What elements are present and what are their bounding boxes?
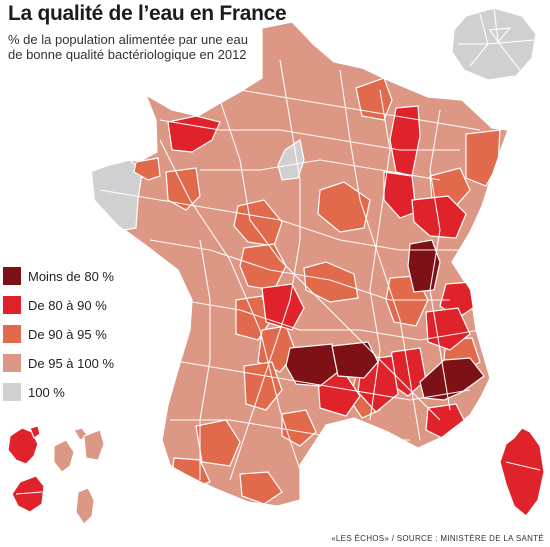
dept-puy-de-dome-area (303, 261, 359, 303)
map-subtitle: % de la population alimentée par une eau… (8, 32, 248, 62)
dept-haute-garonne (195, 419, 241, 467)
dept-marne-centre (317, 181, 371, 233)
legend-item: 100 % (3, 382, 114, 402)
department-borders (99, 59, 481, 481)
legend-item: De 95 à 100 % (3, 353, 114, 373)
overseas-martinique (53, 427, 89, 473)
dept-cher (261, 283, 305, 331)
paris-inset (451, 7, 537, 81)
dept-ariege (239, 471, 283, 505)
dept-haut-rhin (465, 129, 501, 187)
legend-label: De 80 à 90 % (28, 297, 107, 313)
legend-label: De 95 à 100 % (28, 355, 115, 371)
legend-swatch (3, 267, 21, 285)
map-legend: Moins de 80 % De 80 à 90 % De 90 à 95 % De … (3, 266, 114, 411)
legend-swatch (3, 296, 21, 314)
legend-label: 100 % (28, 384, 65, 400)
corsica (499, 427, 545, 517)
dept-jura (407, 239, 441, 293)
dept-manche (167, 115, 221, 153)
overseas-guadeloupe (7, 425, 41, 465)
dept-ile-de-france-aube (277, 139, 305, 181)
overseas-mayotte (75, 487, 95, 525)
legend-label: Moins de 80 % (28, 268, 114, 284)
dept-cantal (285, 343, 339, 387)
legend-swatch (3, 354, 21, 372)
dept-ille-vilaine (165, 167, 201, 211)
france-mainland (91, 21, 509, 507)
overseas-reunion (11, 475, 45, 513)
map-title: La qualité de l’eau en France (8, 2, 287, 25)
legend-swatch (3, 383, 21, 401)
legend-item: De 90 à 95 % (3, 324, 114, 344)
dept-herault (281, 409, 317, 447)
legend-swatch (3, 325, 21, 343)
dept-alpes-hautes (419, 357, 485, 401)
legend-item: Moins de 80 % (3, 266, 114, 286)
dept-cotes-armor (133, 157, 161, 181)
dept-vosges-doubs (411, 195, 467, 239)
source-credit: «LES ÉCHOS» / SOURCE : MINISTÈRE DE LA S… (331, 534, 544, 543)
legend-item: De 80 à 90 % (3, 295, 114, 315)
legend-label: De 90 à 95 % (28, 326, 107, 342)
dept-isere (425, 307, 471, 351)
overseas-guyane (83, 429, 105, 461)
